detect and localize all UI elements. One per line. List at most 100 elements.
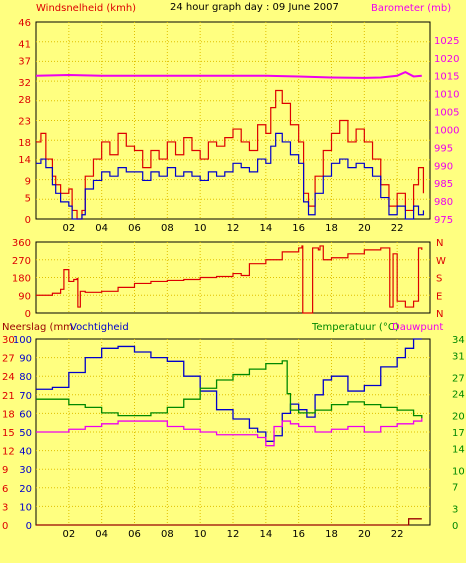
direction-tick-label: 0 — [25, 309, 31, 320]
panel-frame-1 — [35, 21, 431, 220]
rain-axis-title: Neerslag (mm — [2, 322, 73, 333]
compass-tick-label: S — [436, 274, 442, 285]
rain-tick-label: 30 — [2, 335, 15, 346]
x-tick-label: 06 — [128, 223, 141, 234]
humidity-line — [36, 338, 422, 442]
x-tick-label: 14 — [259, 529, 272, 540]
temperature-tick-label: 31 — [452, 351, 465, 362]
compass-tick-label: E — [436, 291, 442, 302]
x-tick-label: 04 — [95, 529, 108, 540]
temperature-line — [36, 360, 423, 419]
barometer-tick-label: 1010 — [434, 90, 459, 101]
humidity-tick-label: 80 — [19, 372, 32, 383]
barometer-tick-label: 1015 — [434, 72, 459, 83]
rain-tick-label: 15 — [2, 428, 15, 439]
barometer-tick-label: 980 — [434, 197, 453, 208]
left-axis-title: Windsnelheid (kmh) — [36, 3, 136, 14]
x-tick-label: 22 — [391, 223, 404, 234]
wind-tick-label: 41 — [18, 39, 31, 50]
x-tick-label: 12 — [227, 529, 240, 540]
temperature-tick-label: 14 — [452, 444, 465, 455]
wind-tick-label: 0 — [25, 215, 31, 226]
x-tick-label: 20 — [358, 223, 371, 234]
wind-tick-label: 14 — [18, 155, 31, 166]
x-tick-label: 16 — [292, 223, 305, 234]
rain-tick-label: 9 — [2, 465, 8, 476]
wind-line — [36, 132, 425, 220]
barometer-tick-label: 975 — [434, 215, 453, 226]
humidity-tick-label: 20 — [19, 484, 32, 495]
x-tick-label: 02 — [62, 223, 75, 234]
x-tick-label: 10 — [194, 529, 207, 540]
x-tick-label: 16 — [292, 529, 305, 540]
x-tick-label: 04 — [95, 223, 108, 234]
x-tick-label: 22 — [391, 529, 404, 540]
direction-tick-label: 180 — [12, 274, 31, 285]
barometer-tick-label: 1005 — [434, 108, 459, 119]
humidity-tick-label: 10 — [19, 502, 32, 513]
temperature-tick-label: 34 — [452, 335, 465, 346]
rain-tick-label: 3 — [2, 502, 8, 513]
wind-tick-label: 9 — [25, 176, 31, 187]
rain-tick-label: 12 — [2, 447, 15, 458]
humidity-tick-label: 0 — [26, 521, 32, 532]
wind-tick-label: 32 — [18, 78, 31, 89]
temperature-tick-label: 10 — [452, 466, 465, 477]
x-tick-label: 06 — [128, 529, 141, 540]
barometer-tick-label: 1020 — [434, 54, 459, 65]
direction-tick-label: 90 — [18, 291, 31, 302]
x-tick-label: 10 — [194, 223, 207, 234]
compass-tick-label: W — [436, 256, 446, 267]
dewpoint-line — [36, 418, 423, 447]
temperature-axis-title: Temperatuur (°C) — [311, 322, 399, 333]
x-tick-label: 08 — [161, 223, 174, 234]
wind-tick-label: 23 — [18, 117, 31, 128]
rain-tick-label: 27 — [2, 354, 15, 365]
humidity-tick-label: 30 — [19, 465, 32, 476]
x-tick-label: 02 — [62, 529, 75, 540]
direction-tick-label: 360 — [12, 238, 31, 249]
temperature-tick-label: 3 — [452, 505, 458, 516]
wind-tick-label: 37 — [18, 57, 31, 68]
wind-tick-label: 46 — [18, 18, 31, 29]
gust-line — [36, 89, 425, 220]
x-tick-label: 20 — [358, 529, 371, 540]
x-tick-label: 08 — [161, 529, 174, 540]
x-tick-label: 18 — [325, 529, 338, 540]
barometer-tick-label: 1000 — [434, 125, 459, 136]
direction-tick-label: 270 — [12, 256, 31, 267]
barometer-tick-label: 985 — [434, 179, 453, 190]
barometer-tick-label: 990 — [434, 161, 453, 172]
rain-tick-label: 24 — [2, 372, 15, 383]
humidity-tick-label: 100 — [13, 335, 32, 346]
rain-tick-label: 0 — [2, 521, 8, 532]
right-axis-title: Barometer (mb) — [371, 3, 451, 14]
wind-tick-label: 18 — [18, 138, 31, 149]
rain-tick-label: 18 — [2, 409, 15, 420]
humidity-axis-title: Vochtigheid — [70, 322, 129, 333]
x-tick-label: 14 — [259, 223, 272, 234]
barometer-tick-label: 995 — [434, 143, 453, 154]
compass-tick-label: N — [436, 238, 443, 249]
compass-tick-label: N — [436, 309, 443, 320]
temperature-tick-label: 27 — [452, 373, 465, 384]
barometer-line — [35, 71, 422, 79]
barometer-tick-label: 1025 — [434, 36, 459, 47]
chart-title: 24 hour graph day : 09 June 2007 — [170, 2, 339, 13]
humidity-tick-label: 60 — [19, 409, 32, 420]
rain-tick-label: 6 — [2, 484, 8, 495]
temperature-tick-label: 20 — [452, 412, 465, 423]
direction-line — [36, 245, 423, 314]
temperature-tick-label: 24 — [452, 390, 465, 401]
rain-line — [36, 518, 422, 526]
humidity-tick-label: 40 — [19, 447, 32, 458]
humidity-tick-label: 90 — [19, 354, 32, 365]
humidity-tick-label: 70 — [19, 391, 32, 402]
wind-tick-label: 5 — [25, 194, 31, 205]
temperature-tick-label: 0 — [452, 521, 458, 532]
dewpoint-axis-title: Dauwpunt — [392, 322, 443, 333]
temperature-tick-label: 7 — [452, 483, 458, 494]
rain-tick-label: 21 — [2, 391, 15, 402]
